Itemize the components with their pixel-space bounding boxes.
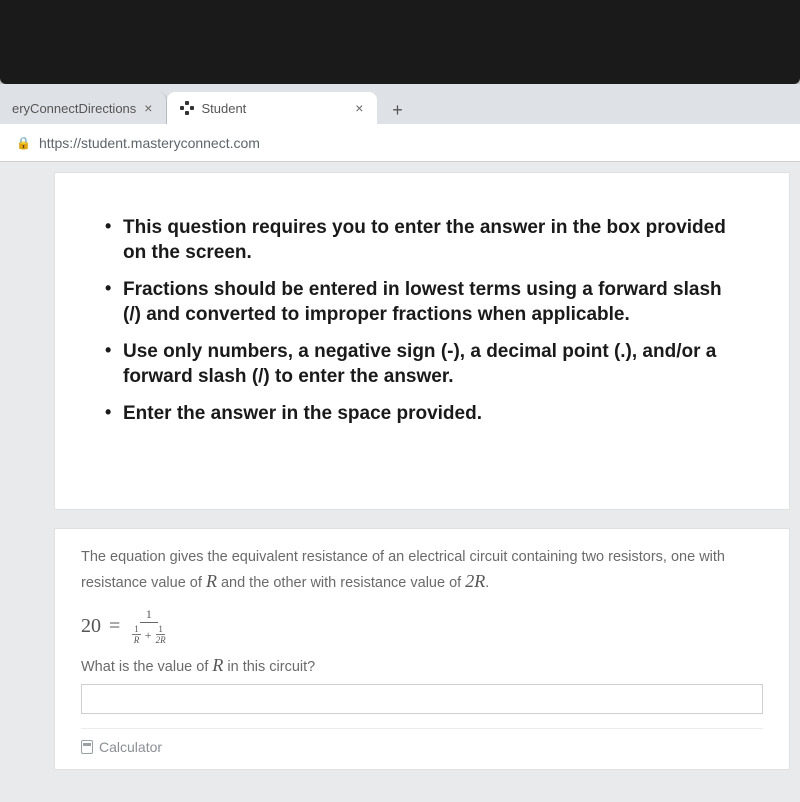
browser-chrome: eryConnectDirections × Student × + 🔒 htt… (0, 84, 800, 162)
site-favicon (179, 100, 195, 116)
close-icon[interactable]: × (142, 100, 154, 116)
url-text: https://student.masteryconnect.com (39, 135, 260, 151)
lock-icon: 🔒 (16, 136, 31, 150)
main-fraction: 1 1 R + 1 2R (128, 608, 169, 645)
variable-r: R (206, 571, 217, 591)
question-card: The equation gives the equivalent resist… (54, 528, 790, 770)
stem-text: . (485, 575, 489, 591)
laptop-bezel (0, 0, 800, 84)
variable-r: R (212, 655, 223, 675)
instruction-item: This question requires you to enter the … (101, 215, 743, 265)
sub-fraction-1: 1 R (132, 625, 141, 645)
equation-lhs: 20 (81, 615, 101, 638)
tab-directions[interactable]: eryConnectDirections × (0, 92, 167, 124)
calculator-icon (81, 740, 93, 754)
question-stem: The equation gives the equivalent resist… (81, 547, 763, 594)
ask-text: in this circuit? (223, 659, 315, 675)
plus-sign: + (145, 629, 152, 641)
instruction-item: Use only numbers, a negative sign (-), a… (101, 339, 743, 389)
numerator: 1 (140, 608, 158, 623)
tab-student[interactable]: Student × (167, 92, 377, 124)
instructions-list: This question requires you to enter the … (101, 215, 743, 427)
address-bar[interactable]: 🔒 https://student.masteryconnect.com (0, 124, 800, 162)
tab-strip: eryConnectDirections × Student × + (0, 88, 800, 124)
instruction-item: Enter the answer in the space provided. (101, 401, 743, 426)
equation: 20 = 1 1 R + 1 2R (81, 608, 763, 645)
question-ask: What is the value of R in this circuit? (81, 655, 763, 676)
answer-input[interactable] (81, 684, 763, 714)
denominator: 1 R + 1 2R (128, 623, 169, 645)
sub-fraction-2: 1 2R (156, 625, 166, 645)
calculator-label: Calculator (99, 739, 162, 755)
page-content: This question requires you to enter the … (0, 162, 800, 802)
close-icon[interactable]: × (353, 100, 365, 116)
tab-title: Student (201, 101, 347, 116)
instruction-item: Fractions should be entered in lowest te… (101, 277, 743, 327)
instructions-card: This question requires you to enter the … (54, 172, 790, 510)
calculator-button[interactable]: Calculator (81, 728, 763, 755)
equals-sign: = (109, 615, 120, 638)
ask-text: What is the value of (81, 659, 212, 675)
tab-title: eryConnectDirections (12, 101, 136, 116)
new-tab-button[interactable]: + (383, 96, 411, 124)
stem-text: and the other with resistance value of (217, 575, 465, 591)
variable-2r: 2R (465, 571, 485, 591)
